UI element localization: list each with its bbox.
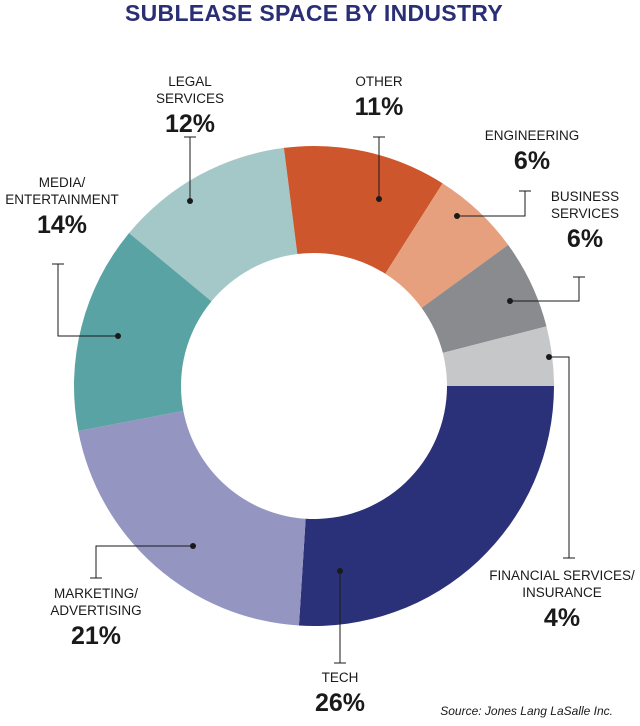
slice-label-marketing-advertising: MARKETING/ [54,586,138,601]
slice-labels: TECH 26% MARKETING/ADVERTISING 21% MEDIA/ENT… [5,74,635,717]
leader-dot-business-services [507,298,513,304]
leader-lines [52,136,585,664]
slice-value-legal-services: 12% [165,110,215,138]
slice-financial-services-insurance [442,326,554,386]
leader-dot-marketing-advertising [190,543,196,549]
leader-line-engineering [457,191,526,217]
slice-tech [298,386,554,626]
chart-title: SUBLEASE SPACE BY INDUSTRY [125,0,503,26]
slice-label-engineering: ENGINEERING [485,128,580,143]
slice-value-engineering: 6% [514,147,550,175]
slice-label-media-entertainment: MEDIA/ [39,175,86,190]
slices [74,145,554,626]
slice-label-legal-services: SERVICES [156,91,224,106]
leader-dot-tech [337,568,343,574]
leader-line-business-services [510,277,580,302]
slice-label-financial-services-insurance: INSURANCE [522,585,602,600]
leader-dot-legal-services [187,198,193,204]
slice-label-business-services: BUSINESS [551,189,619,204]
slice-engineering [385,183,509,308]
leader-line-financial-services-insurance [549,356,570,558]
slice-label-media-entertainment: ENTERTAINMENT [5,192,119,207]
slice-label-legal-services: LEGAL [168,74,212,89]
slice-other [283,145,443,274]
leader-dot-financial-services-insurance [546,354,552,360]
slice-value-marketing-advertising: 21% [71,622,121,650]
leader-line-media-entertainment [57,264,118,337]
slice-value-tech: 26% [315,689,365,717]
leader-dot-other [376,196,382,202]
leader-dot-engineering [454,213,460,219]
leader-line-marketing-advertising [95,545,193,578]
slice-value-financial-services-insurance: 4% [544,604,580,632]
slice-label-business-services: SERVICES [551,206,619,221]
slice-legal-services [129,147,298,302]
slice-business-services [421,244,547,353]
slice-label-marketing-advertising: ADVERTISING [50,603,141,618]
slice-value-media-entertainment: 14% [37,211,87,239]
chart-source: Source: Jones Lang LaSalle Inc. [440,704,613,718]
slice-marketing-advertising [78,410,306,626]
slice-value-other: 11% [355,93,404,121]
slice-label-tech: TECH [322,670,359,685]
leader-dot-media-entertainment [115,333,121,339]
slice-label-financial-services-insurance: FINANCIAL SERVICES/ [489,568,635,583]
slice-media-entertainment [74,233,212,431]
slice-value-business-services: 6% [567,225,603,253]
slice-label-other: OTHER [355,74,403,89]
